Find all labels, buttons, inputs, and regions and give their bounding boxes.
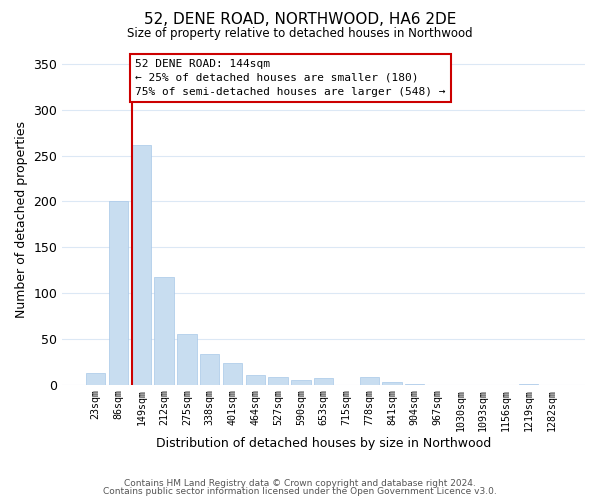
Bar	[314, 378, 334, 384]
Y-axis label: Number of detached properties: Number of detached properties	[15, 122, 28, 318]
Text: 52 DENE ROAD: 144sqm
← 25% of detached houses are smaller (180)
75% of semi-deta: 52 DENE ROAD: 144sqm ← 25% of detached h…	[135, 58, 446, 96]
Bar	[177, 334, 197, 384]
Text: Contains public sector information licensed under the Open Government Licence v3: Contains public sector information licen…	[103, 487, 497, 496]
Text: 52, DENE ROAD, NORTHWOOD, HA6 2DE: 52, DENE ROAD, NORTHWOOD, HA6 2DE	[144, 12, 456, 28]
Bar	[109, 202, 128, 384]
Bar	[131, 144, 151, 384]
Bar	[154, 276, 174, 384]
Bar	[86, 372, 106, 384]
Bar	[245, 376, 265, 384]
Bar	[382, 382, 402, 384]
Bar	[223, 362, 242, 384]
Bar	[291, 380, 311, 384]
Bar	[268, 378, 288, 384]
Text: Size of property relative to detached houses in Northwood: Size of property relative to detached ho…	[127, 28, 473, 40]
Text: Contains HM Land Registry data © Crown copyright and database right 2024.: Contains HM Land Registry data © Crown c…	[124, 478, 476, 488]
Bar	[200, 354, 220, 384]
X-axis label: Distribution of detached houses by size in Northwood: Distribution of detached houses by size …	[156, 437, 491, 450]
Bar	[359, 378, 379, 384]
